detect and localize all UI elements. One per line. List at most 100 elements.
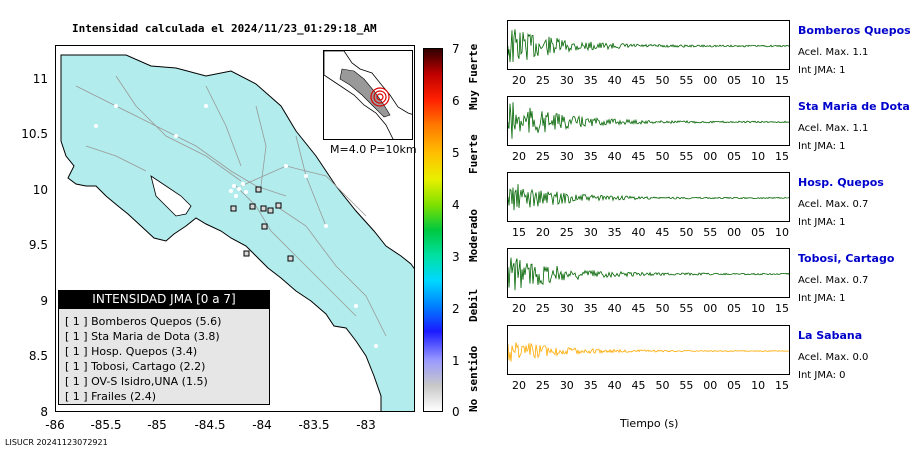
colorbar-number: 5 — [452, 146, 460, 160]
station-name: La Sabana — [798, 329, 863, 342]
trace-tick-label: 50 — [655, 302, 670, 315]
map-title: Intensidad calculada el 2024/11/23_01:29… — [72, 22, 377, 35]
colorbar-number: 0 — [452, 405, 460, 419]
trace-tick-label: 40 — [607, 302, 622, 315]
trace-tick-label: 40 — [607, 150, 622, 163]
costa-rica-land — [60, 54, 414, 411]
footer-id: LISUCR 20241123072921 — [5, 438, 108, 447]
trace-tick-label: 05 — [751, 226, 766, 239]
epicenter-ring-icon — [370, 87, 390, 107]
trace-tick-label: 55 — [679, 379, 694, 392]
seismogram-waveform — [508, 257, 789, 291]
trace-tick-label: 10 — [751, 150, 766, 163]
trace-tick-label: 55 — [703, 226, 718, 239]
trace-tick-label: 30 — [583, 226, 598, 239]
seismogram-waveform — [508, 29, 789, 63]
legend-title: INTENSIDAD JMA [0 a 7] — [58, 290, 270, 308]
seismogram-trace — [507, 172, 790, 222]
station-name: Sta Maria de Dota — [798, 100, 910, 113]
colorbar-word: Muy Fuerte — [467, 43, 480, 110]
y-tick-label: 10.5 — [21, 127, 48, 141]
trace-tick-label: 55 — [679, 150, 694, 163]
colorbar-number: 6 — [452, 94, 460, 108]
legend-item: [ 1 ] Bomberos Quepos (5.6) — [65, 315, 222, 328]
x-tick-label: -85.5 — [90, 418, 122, 432]
station-jma: Int JMA: 0 — [798, 370, 846, 381]
trace-tick-label: 40 — [631, 226, 646, 239]
seismogram-trace — [507, 20, 790, 70]
trace-tick-label: 55 — [679, 74, 694, 87]
y-tick-label: 9 — [40, 294, 48, 308]
colorbar-number: 3 — [452, 250, 460, 264]
legend-item: [ 1 ] Tobosi, Cartago (2.2) — [65, 360, 206, 373]
colorbar-word: No sentido — [467, 345, 480, 412]
trace-tick-label: 35 — [583, 150, 598, 163]
legend-item: [ 1 ] Hosp. Quepos (3.4) — [65, 345, 198, 358]
seismogram-trace — [507, 96, 790, 146]
x-tick-label: -83.5 — [298, 418, 330, 432]
trace-tick-label: 35 — [583, 302, 598, 315]
seismogram-waveform — [508, 342, 789, 362]
station-acel: Acel. Max. 0.7 — [798, 275, 869, 286]
trace-tick-label: 35 — [583, 379, 598, 392]
station-jma: Int JMA: 1 — [798, 217, 846, 228]
trace-tick-label: 25 — [535, 379, 550, 392]
trace-time-ticks: 20 25 30 35 40 45 50 55 00 05 10 15 — [507, 302, 790, 315]
trace-tick-label: 15 — [775, 74, 789, 87]
trace-tick-label: 50 — [679, 226, 694, 239]
trace-tick-label: 25 — [559, 226, 574, 239]
trace-tick-label: 05 — [727, 302, 742, 315]
trace-tick-label: 50 — [655, 379, 670, 392]
trace-time-ticks: 20 25 30 35 40 45 50 55 00 05 10 15 — [507, 379, 790, 392]
station-acel: Acel. Max. 1.1 — [798, 47, 869, 58]
city-dots — [94, 104, 378, 348]
time-axis-title: Tiempo (s) — [620, 417, 679, 430]
seismogram-waveform — [508, 102, 789, 139]
trace-tick-label: 25 — [535, 74, 550, 87]
trace-tick-label: 00 — [703, 302, 718, 315]
y-tick-label: 10 — [32, 183, 48, 197]
trace-tick-label: 20 — [535, 226, 550, 239]
y-tick-label: 8 — [40, 405, 48, 419]
inset-map — [323, 50, 413, 140]
trace-tick-label: 05 — [727, 150, 742, 163]
colorbar-number: 7 — [452, 42, 460, 56]
trace-tick-label: 20 — [512, 302, 526, 315]
colorbar-word: Fuerte — [467, 134, 480, 174]
y-tick-label: 8.5 — [28, 349, 48, 363]
trace-tick-label: 00 — [703, 74, 718, 87]
trace-tick-label: 45 — [655, 226, 670, 239]
station-jma: Int JMA: 1 — [798, 293, 846, 304]
legend-item: [ 1 ] Sta Maria de Dota (3.8) — [65, 330, 220, 343]
trace-tick-label: 35 — [607, 226, 622, 239]
inset-caption: M=4.0 P=10km — [330, 143, 417, 156]
trace-tick-label: 15 — [775, 150, 789, 163]
trace-tick-label: 00 — [703, 150, 718, 163]
trace-tick-label: 10 — [751, 74, 766, 87]
trace-tick-label: 50 — [655, 150, 670, 163]
trace-tick-label: 05 — [727, 74, 742, 87]
trace-tick-label: 25 — [535, 302, 550, 315]
station-name: Bomberos Quepos — [798, 24, 910, 37]
trace-tick-label: 30 — [559, 379, 574, 392]
trace-tick-label: 15 — [775, 379, 789, 392]
trace-tick-label: 45 — [631, 302, 646, 315]
seismogram-trace — [507, 248, 790, 298]
colorbar-word: Moderado — [467, 209, 480, 262]
trace-tick-label: 40 — [607, 379, 622, 392]
trace-tick-label: 30 — [559, 302, 574, 315]
trace-tick-label: 45 — [631, 74, 646, 87]
inset-svg — [324, 51, 412, 139]
y-tick-label: 9.5 — [28, 238, 48, 252]
x-tick-label: -84.5 — [194, 418, 226, 432]
legend-item: [ 1 ] OV-S Isidro,UNA (1.5) — [65, 375, 208, 388]
seismogram-waveform — [508, 184, 789, 211]
trace-tick-label: 50 — [655, 74, 670, 87]
x-tick-label: -83 — [356, 418, 376, 432]
trace-tick-label: 20 — [512, 379, 526, 392]
station-acel: Acel. Max. 0.7 — [798, 199, 869, 210]
trace-tick-label: 30 — [559, 74, 574, 87]
colorbar-number: 2 — [452, 302, 460, 316]
x-tick-label: -85 — [147, 418, 167, 432]
trace-tick-label: 45 — [631, 150, 646, 163]
